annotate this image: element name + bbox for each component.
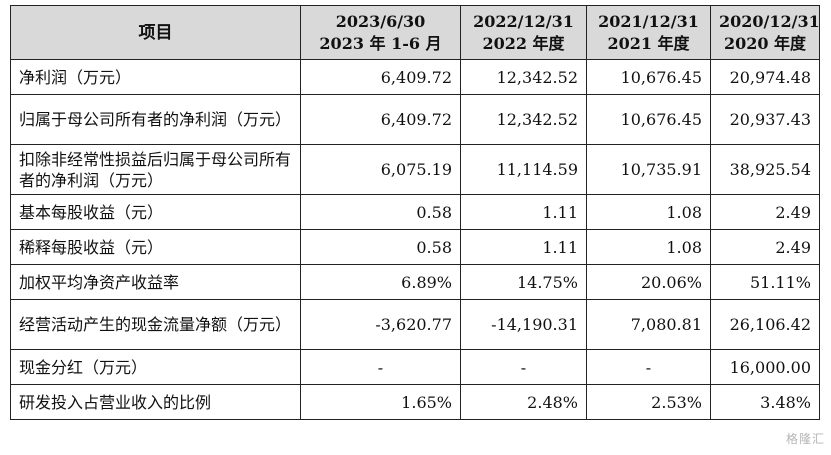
financial-indicators-table: 项目 2023/6/30 2023 年 1-6 月 2022/12/31 202…: [10, 5, 820, 420]
table-row: 稀释每股收益（元） 0.58 1.11 1.08 2.49: [10, 229, 820, 265]
header-period-date: 2020/12/31: [719, 11, 820, 31]
header-period-label: 2021 年度: [607, 33, 690, 53]
cell-value: 6.89%: [300, 264, 461, 300]
header-period-label: 2023 年 1-6 月: [319, 33, 442, 53]
cell-value: 0.58: [300, 229, 461, 265]
table-row: 扣除非经常性损益后归属于母公司所有者的净利润（万元） 6,075.19 11,1…: [10, 144, 820, 195]
cell-value: 10,676.45: [586, 59, 711, 95]
cell-value: 51.11%: [710, 264, 820, 300]
row-label: 经营活动产生的现金流量净额（万元）: [10, 299, 301, 350]
row-label: 归属于母公司所有者的净利润（万元）: [10, 94, 301, 145]
header-period-2021: 2021/12/31 2021 年度: [586, 5, 711, 60]
header-period-2023h1: 2023/6/30 2023 年 1-6 月: [300, 5, 461, 60]
header-period-label: 2022 年度: [482, 33, 565, 53]
row-label: 研发投入占营业收入的比例: [10, 384, 301, 420]
cell-value: 2.49: [710, 229, 820, 265]
cell-value: 2.53%: [586, 384, 711, 420]
header-period-2022: 2022/12/31 2022 年度: [460, 5, 587, 60]
cell-value: 6,075.19: [300, 144, 461, 195]
cell-value: -: [586, 349, 711, 385]
cell-value: -: [300, 349, 461, 385]
cell-value: -14,190.31: [460, 299, 587, 350]
header-item: 项目: [10, 5, 301, 60]
cell-value: 7,080.81: [586, 299, 711, 350]
table-row: 研发投入占营业收入的比例 1.65% 2.48% 2.53% 3.48%: [10, 384, 820, 420]
table-row: 现金分红（万元） - - - 16,000.00: [10, 349, 820, 385]
cell-value: 6,409.72: [300, 94, 461, 145]
cell-value: 16,000.00: [710, 349, 820, 385]
cell-value: -3,620.77: [300, 299, 461, 350]
cell-value: 14.75%: [460, 264, 587, 300]
cell-value: 1.65%: [300, 384, 461, 420]
cell-value: -: [460, 349, 587, 385]
cell-value: 20,974.48: [710, 59, 820, 95]
row-label: 加权平均净资产收益率: [10, 264, 301, 300]
row-label: 稀释每股收益（元）: [10, 229, 301, 265]
table-row: 归属于母公司所有者的净利润（万元） 6,409.72 12,342.52 10,…: [10, 94, 820, 145]
header-period-2020: 2020/12/31 2020 年度: [710, 5, 820, 60]
cell-value: 1.08: [586, 194, 711, 230]
row-label: 基本每股收益（元）: [10, 194, 301, 230]
row-label: 净利润（万元）: [10, 59, 301, 95]
header-period-date: 2023/6/30: [335, 11, 426, 31]
cell-value: 12,342.52: [460, 94, 587, 145]
row-label: 现金分红（万元）: [10, 349, 301, 385]
cell-value: 10,735.91: [586, 144, 711, 195]
cell-value: 6,409.72: [300, 59, 461, 95]
cell-value: 1.11: [460, 194, 587, 230]
cell-value: 2.48%: [460, 384, 587, 420]
cell-value: 12,342.52: [460, 59, 587, 95]
table-row: 基本每股收益（元） 0.58 1.11 1.08 2.49: [10, 194, 820, 230]
cell-value: 11,114.59: [460, 144, 587, 195]
cell-value: 26,106.42: [710, 299, 820, 350]
cell-value: 1.08: [586, 229, 711, 265]
cell-value: 3.48%: [710, 384, 820, 420]
watermark-logo: 格隆汇: [785, 432, 825, 446]
cell-value: 20,937.43: [710, 94, 820, 145]
cell-value: 0.58: [300, 194, 461, 230]
cell-value: 1.11: [460, 229, 587, 265]
table-row: 净利润（万元） 6,409.72 12,342.52 10,676.45 20,…: [10, 59, 820, 95]
cell-value: 10,676.45: [586, 94, 711, 145]
header-period-date: 2021/12/31: [598, 11, 699, 31]
header-period-label: 2020 年度: [723, 33, 807, 53]
cell-value: 2.49: [710, 194, 820, 230]
header-period-date: 2022/12/31: [473, 11, 574, 31]
table-row: 加权平均净资产收益率 6.89% 14.75% 20.06% 51.11%: [10, 264, 820, 300]
cell-value: 20.06%: [586, 264, 711, 300]
table-row: 经营活动产生的现金流量净额（万元） -3,620.77 -14,190.31 7…: [10, 299, 820, 350]
header-row: 项目 2023/6/30 2023 年 1-6 月 2022/12/31 202…: [10, 5, 820, 60]
cell-value: 38,925.54: [710, 144, 820, 195]
row-label: 扣除非经常性损益后归属于母公司所有者的净利润（万元）: [10, 144, 301, 195]
